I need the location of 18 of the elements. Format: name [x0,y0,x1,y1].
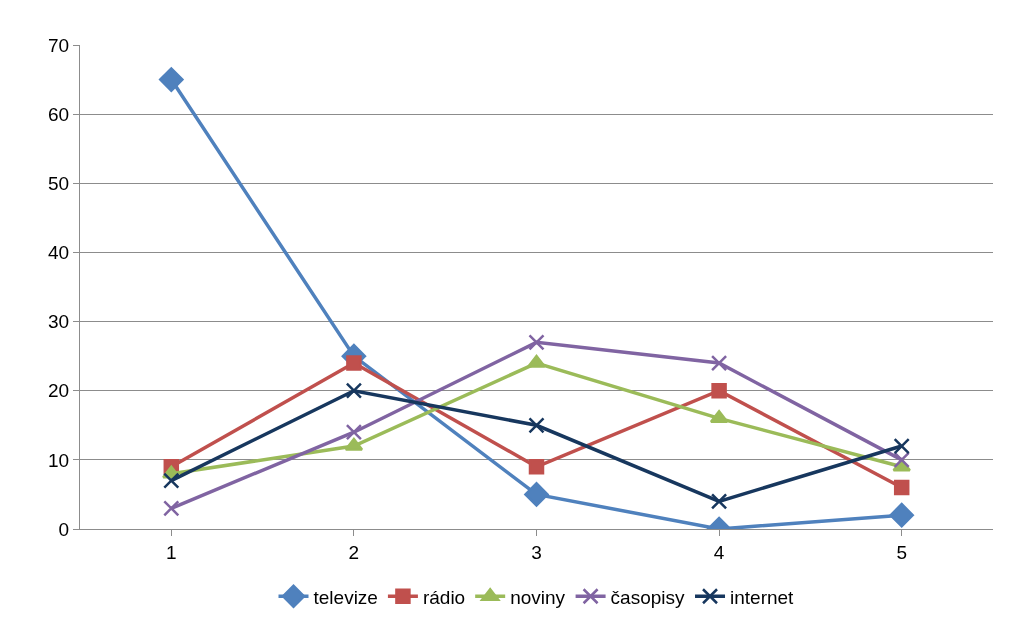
legend-label: časopisy [610,586,686,608]
y-tick-label: 70 [48,34,70,56]
y-tick-label: 30 [48,311,70,333]
y-tick-label: 10 [48,449,70,471]
x-tick-label: 2 [348,541,360,563]
x-tick-label: 4 [713,541,725,563]
legend-label: televize [313,586,378,608]
y-tick-label: 40 [48,242,70,264]
x-tick-label: 1 [166,541,177,563]
x-tick-label: 5 [896,541,907,563]
y-tick-label: 20 [48,380,70,402]
y-tick-label: 50 [48,172,70,194]
y-tick-label: 0 [58,518,70,540]
legend-label: rádio [422,586,466,608]
y-tick-label: 60 [48,103,70,125]
legend-label: internet [730,586,795,608]
legend-label: noviny [510,586,566,608]
x-tick-label: 3 [531,541,542,563]
